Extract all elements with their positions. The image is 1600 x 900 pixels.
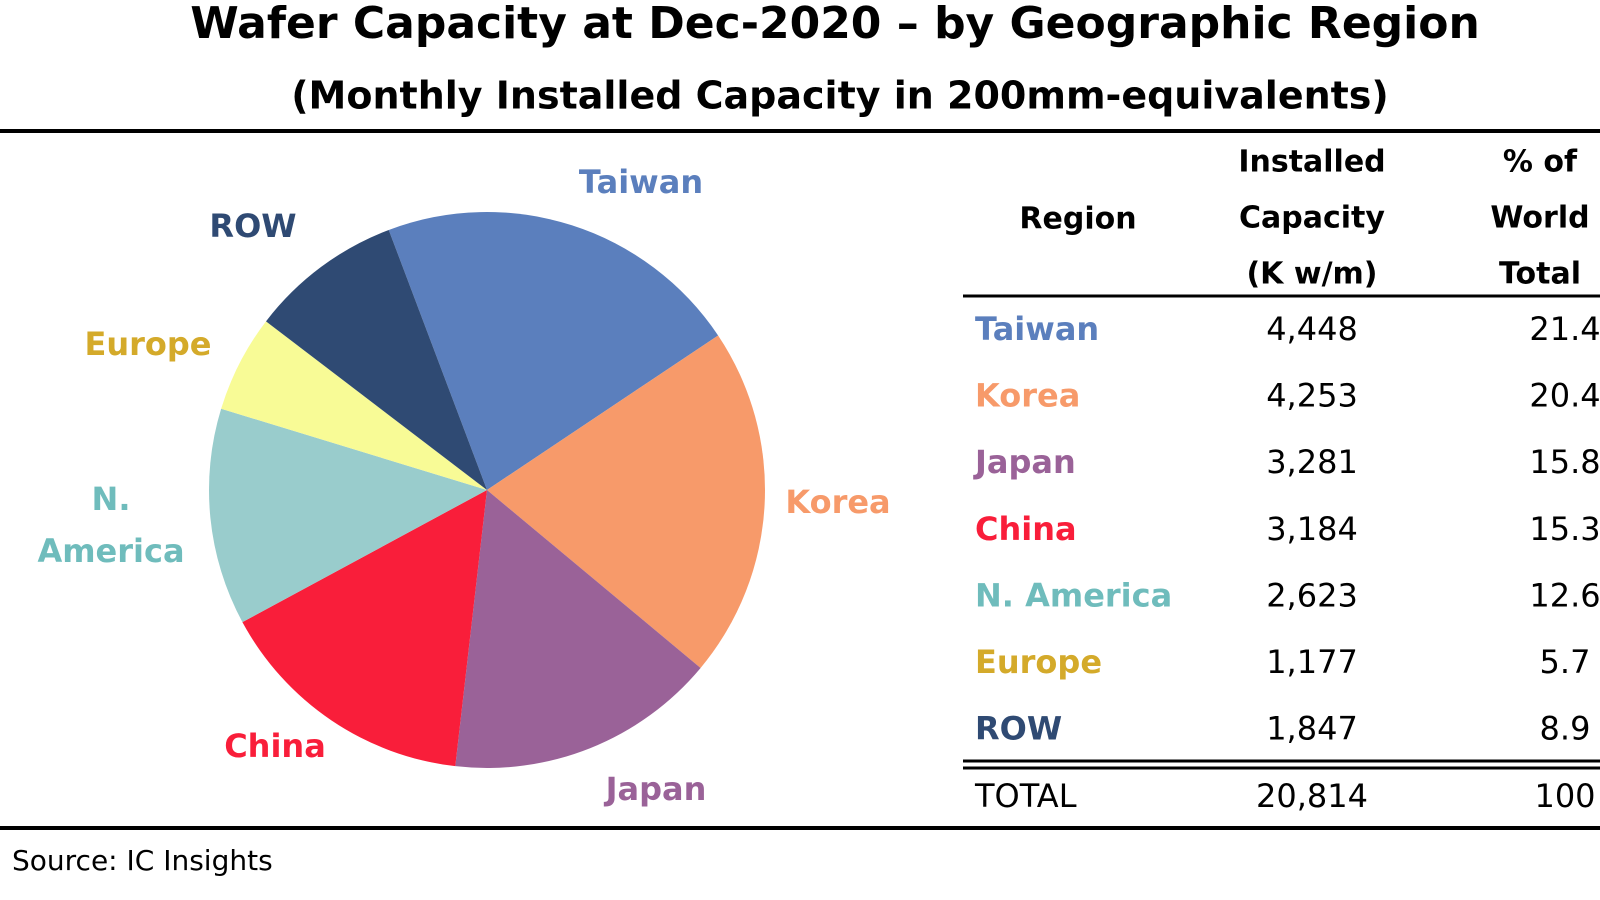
share-cell: 20.4 [1529, 377, 1600, 415]
pie-slice [266, 229, 487, 490]
slice-label: China [224, 727, 326, 765]
table-header: World [1490, 201, 1589, 236]
share-cell: 12.6 [1529, 576, 1600, 614]
pie-slice [242, 490, 487, 767]
table-header: Region [1019, 202, 1136, 237]
capacity-cell: 4,448 [1266, 310, 1358, 348]
share-cell: 8.9 [1540, 710, 1591, 748]
region-cell: Korea [975, 377, 1080, 415]
total-share: 100 [1534, 777, 1595, 815]
slice-label: Japan [604, 770, 707, 808]
region-cell: Taiwan [975, 310, 1099, 348]
table-header: Capacity [1239, 201, 1385, 236]
share-cell: 5.7 [1540, 643, 1591, 681]
pie-slice [487, 335, 765, 668]
slice-label: N. America [37, 480, 184, 570]
capacity-cell: 2,623 [1266, 576, 1358, 614]
chart-subtitle: (Monthly Installed Capacity in 200mm-equ… [291, 74, 1389, 118]
region-cell: China [975, 510, 1077, 548]
table-header: % of [1503, 145, 1578, 180]
table-header: Total [1499, 257, 1581, 292]
chart-title: Wafer Capacity at Dec-2020 – by Geograph… [190, 0, 1480, 49]
pie-slice [221, 321, 487, 490]
share-cell: 15.8 [1529, 443, 1600, 481]
table-header: (K w/m) [1246, 257, 1377, 292]
slice-label: Taiwan [579, 163, 703, 201]
capacity-cell: 4,253 [1266, 377, 1358, 415]
region-cell: N. America [975, 576, 1172, 614]
share-cell: 21.4 [1529, 310, 1600, 348]
slice-label: Europe [84, 325, 211, 363]
total-capacity: 20,814 [1256, 777, 1368, 815]
capacity-cell: 3,184 [1266, 510, 1358, 548]
slice-label: Korea [785, 483, 890, 521]
capacity-cell: 1,177 [1266, 643, 1358, 681]
pie-slice [455, 490, 701, 768]
source: Source: IC Insights [12, 844, 273, 877]
capacity-cell: 3,281 [1266, 443, 1358, 481]
slice-label: ROW [209, 207, 296, 245]
capacity-cell: 1,847 [1266, 710, 1358, 748]
table-header: Installed [1238, 145, 1385, 180]
pie-slice [388, 212, 719, 490]
total-label: TOTAL [974, 777, 1077, 815]
share-cell: 15.3 [1529, 510, 1600, 548]
region-cell: Japan [973, 443, 1076, 481]
region-cell: ROW [975, 710, 1062, 748]
pie-slice [208, 408, 487, 623]
region-cell: Europe [975, 643, 1102, 681]
